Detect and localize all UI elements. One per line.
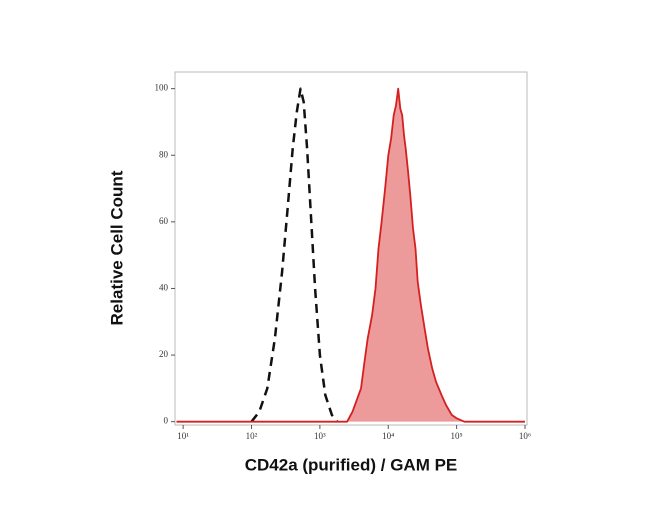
x-tick-label: 10⁶ xyxy=(519,431,531,441)
y-tick-label: 80 xyxy=(159,149,169,159)
y-tick-label: 20 xyxy=(159,349,169,359)
series-line xyxy=(176,87,525,423)
y-tick-label: 0 xyxy=(164,416,169,426)
area-fill xyxy=(176,88,525,422)
x-tick-label: 10¹ xyxy=(177,431,189,441)
x-tick-label: 10² xyxy=(246,431,258,441)
x-tick-label: 10⁵ xyxy=(451,431,463,441)
y-tick-label: 100 xyxy=(155,83,169,93)
y-axis-label: Relative Cell Count xyxy=(107,170,126,325)
y-tick-label: 60 xyxy=(159,216,169,226)
x-tick-label: 10⁴ xyxy=(382,431,394,441)
series-line xyxy=(250,87,339,423)
x-tick-label: 10³ xyxy=(314,431,326,441)
plot-frame xyxy=(174,71,528,426)
x-axis-label: CD42a (purified) / GAM PE xyxy=(245,455,458,474)
y-tick-label: 40 xyxy=(159,283,169,293)
